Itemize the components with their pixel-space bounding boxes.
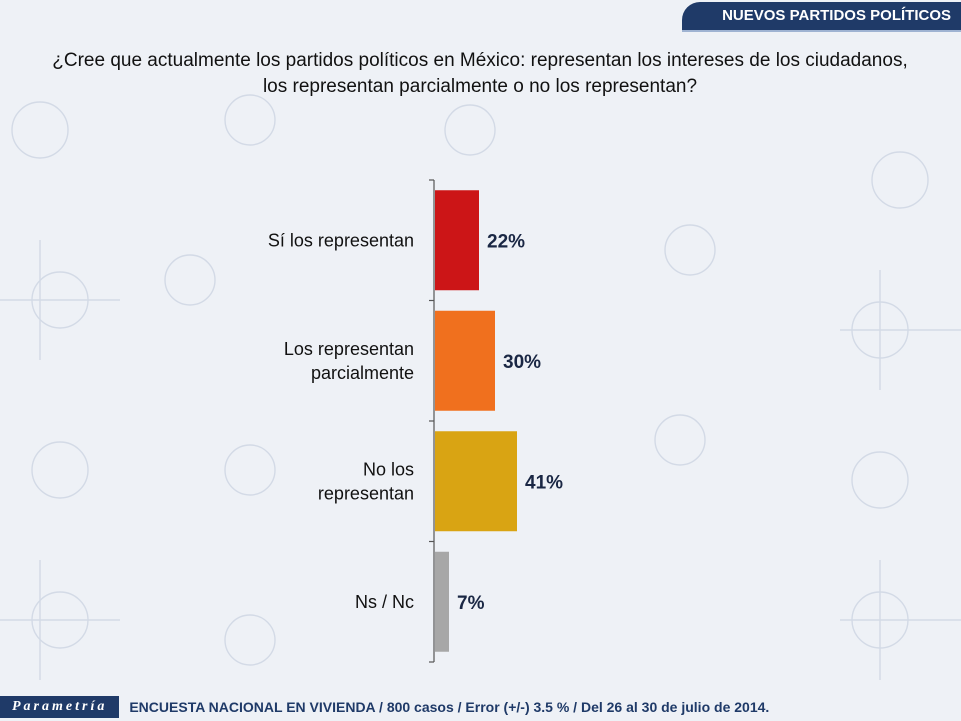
question-line-1: ¿Cree que actualmente los partidos polít… — [52, 50, 908, 71]
bar — [435, 310, 495, 411]
category-label: No los — [363, 459, 414, 479]
bar — [435, 190, 479, 291]
data-label: 41% — [525, 472, 563, 493]
bar — [435, 551, 449, 652]
survey-note: ENCUESTA NACIONAL EN VIVIENDA / 800 caso… — [129, 699, 770, 715]
survey-question: ¿Cree que actualmente los partidos polít… — [20, 48, 940, 100]
category-label: representan — [318, 483, 414, 503]
section-title: NUEVOS PARTIDOS POLÍTICOS — [682, 2, 961, 32]
data-label: 22% — [487, 231, 525, 252]
header-bar: NUEVOS PARTIDOS POLÍTICOS — [0, 0, 961, 34]
footer: Parametría ENCUESTA NACIONAL EN VIVIENDA… — [0, 693, 961, 721]
data-label: 30% — [503, 352, 541, 373]
brand-logo: Parametría — [0, 696, 120, 718]
question-line-2: los representan parcialmente o no los re… — [262, 76, 698, 97]
category-label: Ns / Nc — [355, 592, 414, 612]
category-label: parcialmente — [311, 363, 414, 383]
data-label: 7% — [457, 593, 485, 614]
bar — [435, 431, 517, 532]
category-label: Los representan — [284, 339, 414, 359]
category-label: Sí los representan — [268, 230, 414, 250]
